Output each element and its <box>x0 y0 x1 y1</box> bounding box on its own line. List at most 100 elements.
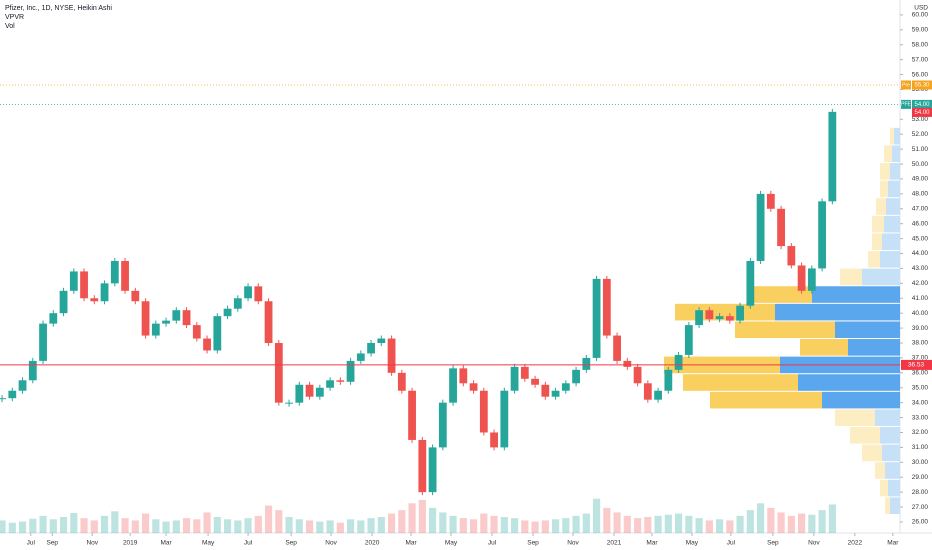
volume-bar <box>182 518 191 533</box>
volume-bar <box>100 515 109 533</box>
profile-down <box>868 251 880 268</box>
candle-body <box>633 366 642 384</box>
candle-body <box>192 325 201 339</box>
volume-bar <box>162 521 170 533</box>
volume-bar <box>8 522 16 533</box>
x-tick-label: Nov <box>86 540 98 547</box>
profile-up <box>888 479 900 497</box>
volume-bar <box>18 521 27 533</box>
volume-bar <box>818 510 826 533</box>
candle-body <box>80 271 88 299</box>
candle-body <box>531 378 539 385</box>
candle-body <box>182 310 191 326</box>
x-tick-label: 2020 <box>365 540 380 547</box>
volume-bar <box>59 517 68 533</box>
profile-down <box>735 321 835 339</box>
y-tick-label: 46.00 <box>912 220 929 227</box>
volume-bar <box>798 513 806 533</box>
candle-body <box>28 360 37 381</box>
profile-up <box>892 145 900 163</box>
candle-body <box>807 268 816 291</box>
candle-body <box>428 447 437 493</box>
volume-bar <box>449 515 457 533</box>
candle-body <box>756 193 765 261</box>
candle-body <box>818 201 826 269</box>
volume-bar <box>664 514 672 533</box>
candle-body <box>223 308 232 317</box>
volume-bar <box>572 515 580 533</box>
x-tick-label: Mar <box>160 540 172 547</box>
volume-bar <box>551 519 560 533</box>
y-tick-label: 36.00 <box>912 370 929 377</box>
y-tick-label: 53.00 <box>912 116 929 123</box>
volume-bar <box>654 515 662 533</box>
volume-bar <box>787 515 795 533</box>
candle-body <box>582 357 591 370</box>
x-tick-label: Nov <box>325 540 337 547</box>
x-tick-label: Sep <box>285 540 297 547</box>
volume-bar <box>387 513 396 533</box>
volume-bar <box>777 512 785 533</box>
volume-bar <box>111 511 119 533</box>
volume-bar <box>562 518 570 533</box>
profile-up <box>798 374 900 391</box>
volume-bar <box>726 520 734 533</box>
y-tick-label: 59.00 <box>912 27 929 34</box>
candle-body <box>828 111 837 202</box>
volume-bar <box>70 513 78 533</box>
y-tick-label: 26.00 <box>912 519 929 526</box>
y-tick-label: 34.00 <box>912 399 929 406</box>
candle-body <box>408 390 416 440</box>
x-tick-label: Jul <box>727 540 736 547</box>
volume-bar <box>582 513 590 533</box>
volume-bar <box>193 519 201 533</box>
volume-bar <box>152 519 160 533</box>
last-price-box <box>912 107 932 117</box>
candle-body <box>592 278 601 358</box>
volume-bar <box>480 513 488 533</box>
candle-body <box>336 380 345 382</box>
profile-down <box>840 268 862 286</box>
candle-body <box>725 316 734 321</box>
x-tick-label: Nov <box>808 540 820 547</box>
candle-body <box>151 323 160 336</box>
profile-down <box>850 427 880 444</box>
profile-down <box>880 180 888 198</box>
volume-bar <box>675 513 683 533</box>
volume-bar <box>428 507 437 533</box>
candle-body <box>469 383 478 391</box>
y-tick-label: 38.00 <box>912 340 929 347</box>
marker-value: 54.00 <box>914 102 930 108</box>
y-tick-label: 40.00 <box>912 310 929 317</box>
candle-body <box>110 260 119 284</box>
price-badge <box>901 359 932 370</box>
candle-body <box>479 390 488 433</box>
y-tick-label: 29.00 <box>912 474 929 481</box>
volume-bar <box>377 517 385 533</box>
candle-body <box>172 310 181 321</box>
volume-bar <box>746 510 754 533</box>
candle-body <box>356 353 365 361</box>
y-tick-label: 43.00 <box>912 265 929 272</box>
candle-body <box>233 298 242 309</box>
candle-body <box>787 246 796 266</box>
y-tick-label: 58.00 <box>912 41 929 48</box>
candle-body <box>377 338 386 344</box>
profile-up <box>880 251 900 268</box>
volume-bar <box>592 498 601 533</box>
candle-body <box>664 369 673 391</box>
profile-down <box>884 145 892 163</box>
profile-up <box>885 462 900 479</box>
candle-body <box>141 301 150 336</box>
candle-body <box>520 366 529 379</box>
volume-bar <box>80 518 88 533</box>
volume-bar <box>0 520 6 533</box>
candle-body <box>244 286 252 299</box>
price-badge-label: 36.53 <box>908 362 925 369</box>
marker-name-box <box>901 80 911 90</box>
volume-bar <box>172 520 180 533</box>
y-tick-label: 30.00 <box>912 459 929 466</box>
candle-body <box>254 286 263 302</box>
profile-down <box>885 497 890 515</box>
y-tick-label: 31.00 <box>912 444 929 451</box>
